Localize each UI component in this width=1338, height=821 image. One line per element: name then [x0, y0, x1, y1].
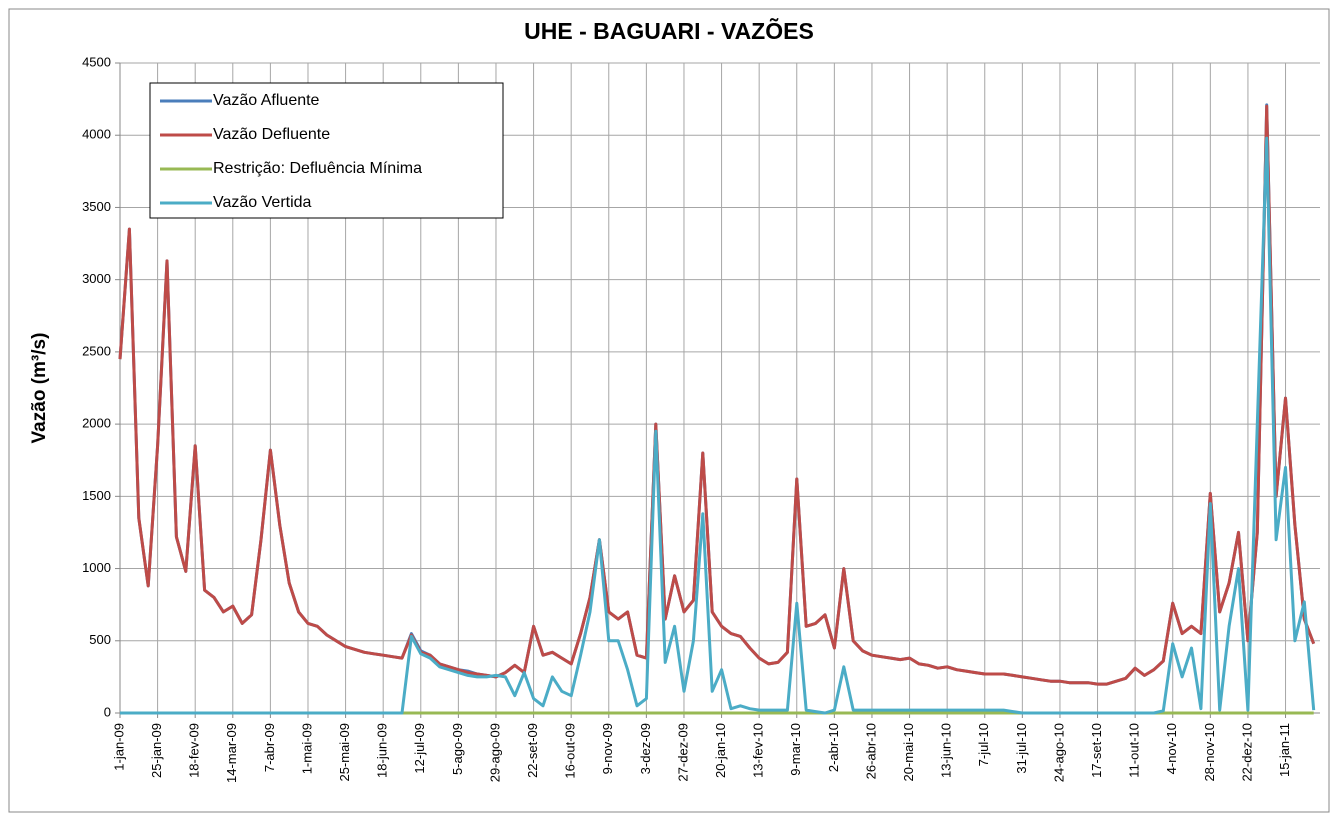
x-tick-label: 13-fev-10 — [751, 723, 766, 778]
series-line — [118, 104, 1316, 686]
x-tick-label: 5-ago-09 — [450, 723, 465, 775]
x-tick-label: 11-out-10 — [1127, 723, 1142, 778]
x-tick-label: 24-ago-10 — [1051, 723, 1066, 782]
x-tick-label: 18-fev-09 — [187, 723, 202, 778]
x-tick-label: 27-dez-09 — [675, 723, 690, 782]
x-tick-label: 16-out-09 — [563, 723, 578, 779]
x-tick-label: 25-jan-09 — [149, 723, 164, 778]
x-tick-label: 18-jun-09 — [375, 723, 390, 778]
y-tick-label: 2000 — [82, 416, 111, 431]
x-tick-label: 12-jul-09 — [412, 723, 427, 774]
x-tick-label: 20-jan-10 — [713, 723, 728, 778]
chart-title: UHE - BAGUARI - VAZÕES — [524, 17, 814, 44]
y-tick-label: 1000 — [82, 560, 111, 575]
x-tick-label: 17-set-10 — [1089, 723, 1104, 778]
y-axis-label: Vazão (m³/s) — [29, 333, 50, 444]
x-tick-label: 9-mar-10 — [788, 723, 803, 776]
x-tick-label: 7-jul-10 — [976, 723, 991, 766]
x-tick-label: 1-jan-09 — [111, 723, 126, 771]
legend-box — [149, 82, 504, 219]
legend-label: Vazão Vertida — [213, 194, 312, 211]
x-tick-label: 26-abr-10 — [863, 723, 878, 779]
x-tick-label: 7-abr-09 — [262, 723, 277, 772]
x-tick-label: 22-dez-10 — [1239, 723, 1254, 782]
y-tick-label: 0 — [104, 704, 111, 719]
y-tick-label: 500 — [89, 632, 111, 647]
x-tick-label: 22-set-09 — [525, 723, 540, 778]
series-line — [120, 136, 1316, 715]
y-tick-label: 4500 — [82, 54, 111, 69]
y-tick-label: 4000 — [82, 127, 111, 142]
x-tick-label: 14-mar-09 — [224, 723, 239, 783]
x-tick-label: 1-mai-09 — [299, 723, 314, 774]
x-tick-label: 9-nov-09 — [600, 723, 615, 774]
legend-label: Restrição: Defluência Mínima — [213, 160, 422, 177]
x-tick-label: 4-nov-10 — [1164, 723, 1179, 774]
x-tick-label: 15-jan-11 — [1277, 723, 1292, 777]
x-tick-label: 29-ago-09 — [487, 723, 502, 782]
x-tick-label: 28-nov-10 — [1202, 723, 1217, 782]
x-tick-label: 31-jul-10 — [1014, 723, 1029, 774]
legend-label: Vazão Defluente — [213, 126, 330, 143]
x-tick-label: 2-abr-10 — [826, 723, 841, 772]
y-tick-label: 3500 — [82, 199, 111, 214]
x-tick-label: 13-jun-10 — [939, 723, 954, 778]
y-tick-label: 3000 — [82, 271, 111, 286]
x-tick-label: 20-mai-10 — [901, 723, 916, 782]
x-tick-label: 3-dez-09 — [638, 723, 653, 774]
x-tick-label: 25-mai-09 — [337, 723, 352, 782]
legend-label: Vazão Afluente — [213, 92, 320, 109]
y-tick-label: 2500 — [82, 343, 111, 358]
y-tick-label: 1500 — [82, 488, 111, 503]
